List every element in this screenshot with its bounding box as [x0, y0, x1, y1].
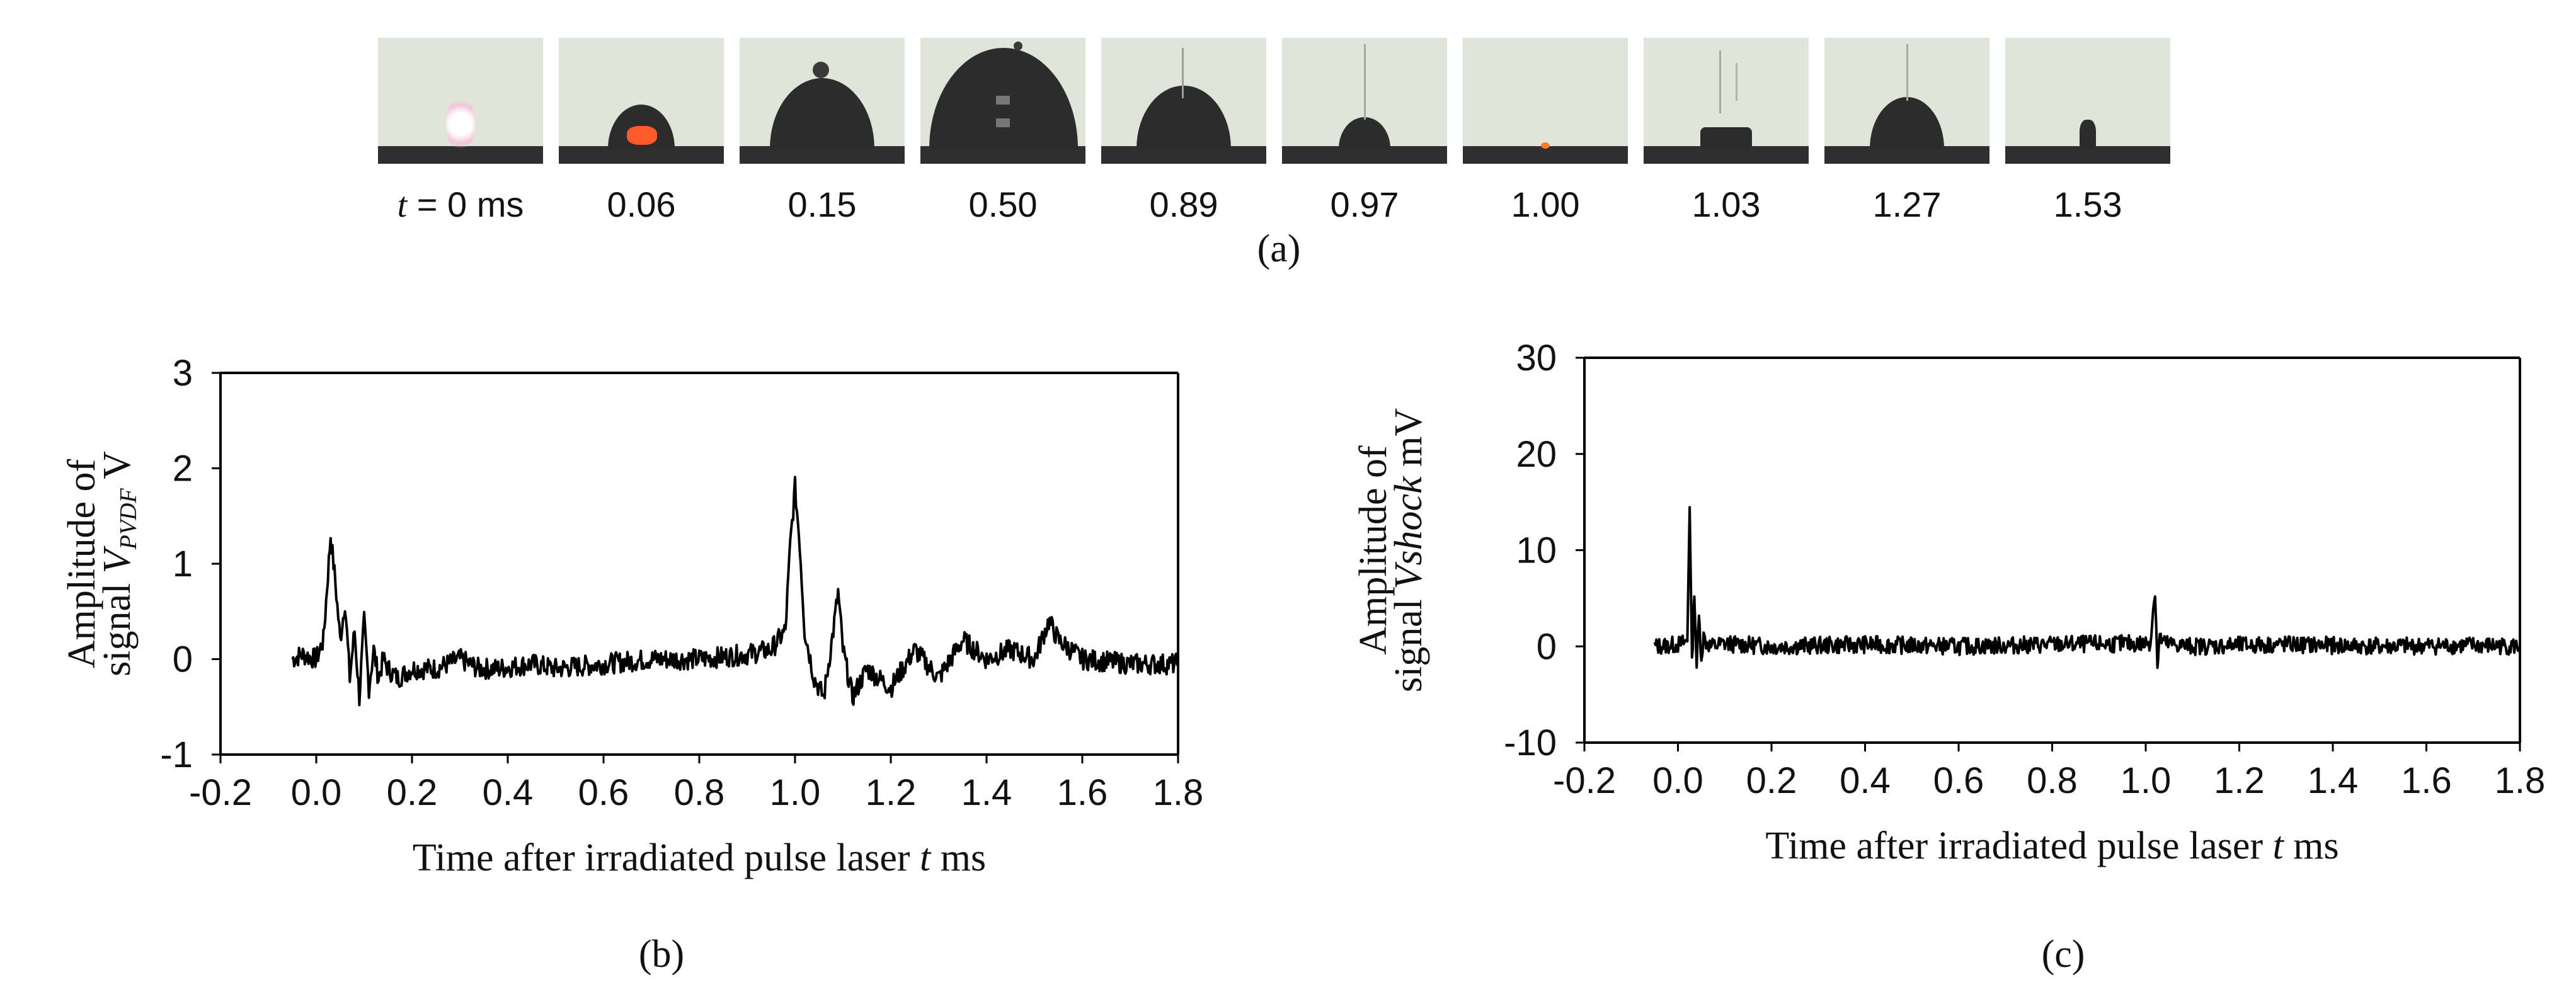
frame-label-8: 1.27: [1872, 185, 1942, 224]
frame-9: [2005, 38, 2170, 164]
y-label-line2: signal VPVDF V: [96, 451, 142, 676]
frame-label-0: t = 0 ms: [378, 184, 543, 225]
x-tick-label: 0.6: [1933, 760, 1984, 801]
x-label-text: Time after irradiated pulse laser: [1765, 824, 2272, 867]
x-tick-label: 0.0: [1652, 760, 1703, 801]
x-label-unit: ms: [930, 836, 986, 879]
x-label-text: Time after irradiated pulse laser: [413, 836, 920, 879]
x-tick-label: -0.2: [189, 772, 252, 813]
frame-label-3: 0.50: [968, 185, 1038, 224]
y-label-unit: mV: [1387, 408, 1430, 477]
frame-3: [920, 38, 1085, 164]
y-tick-label: 0: [1537, 626, 1557, 667]
x-tick-label: 0.8: [2027, 760, 2078, 801]
x-tick-label: 1.6: [2401, 760, 2452, 801]
y-tick-label: -1: [160, 734, 193, 775]
y-tick-label: 20: [1516, 434, 1557, 475]
y-tick-label: 0: [173, 639, 193, 680]
x-tick-label: 0.4: [483, 772, 534, 813]
x-tick-label: 1.8: [2495, 760, 2546, 801]
y-label-prefix: signal: [96, 573, 139, 676]
x-tick-label: 0.4: [1840, 760, 1891, 801]
x-tick-label: 1.8: [1153, 772, 1204, 813]
y-label-line2: signal Vshock mV: [1387, 408, 1430, 692]
x-tick-label: 0.6: [578, 772, 629, 813]
x-tick-label: 0.0: [291, 772, 342, 813]
frame-8: [1824, 38, 1989, 164]
y-tick-label: -10: [1504, 722, 1557, 763]
frame-label-2: 0.15: [787, 185, 857, 224]
caption-b: (b): [638, 933, 685, 976]
frame-label-0-var: t: [397, 186, 408, 225]
frame-1: [559, 38, 724, 164]
x-label-var: t: [2273, 824, 2285, 867]
y-label-sub: PVDF: [115, 488, 142, 550]
x-tick-label: 0.8: [674, 772, 725, 813]
photo-strip: t = 0 ms 0.06 0.15 0.50 0.89 0.97 1.00 1…: [378, 38, 2199, 277]
y-label-prefix: signal: [1387, 589, 1430, 692]
frame-4: [1101, 38, 1266, 164]
frame-label-4: 0.89: [1149, 185, 1218, 224]
y-tick-label: 1: [173, 544, 193, 585]
x-axis-label: Time after irradiated pulse laser t ms: [413, 836, 986, 879]
x-tick-label: 1.4: [2308, 760, 2359, 801]
y-label-unit: V: [96, 451, 139, 488]
y-tick-label: 30: [1516, 338, 1557, 379]
x-tick-label: 1.4: [961, 772, 1012, 813]
series-line-Vshock: [1653, 506, 2521, 670]
y-tick-label: 2: [173, 448, 193, 489]
caption-a: (a): [1257, 227, 1301, 270]
x-tick-label: 1.2: [866, 772, 917, 813]
x-tick-label: 0.2: [387, 772, 438, 813]
frame-label-7: 1.03: [1692, 185, 1761, 224]
x-tick-label: -0.2: [1553, 760, 1616, 801]
x-axis-label: Time after irradiated pulse laser t ms: [1765, 824, 2338, 867]
y-label-line1: Amplitude of: [1352, 445, 1395, 655]
x-tick-label: 1.6: [1057, 772, 1108, 813]
x-label-var: t: [920, 836, 932, 879]
x-label-unit: ms: [2284, 824, 2339, 867]
frame-label-1: 0.06: [607, 185, 676, 224]
x-tick-label: 1.0: [770, 772, 821, 813]
frame-6: [1463, 38, 1628, 164]
caption-c: (c): [2041, 933, 2085, 976]
x-tick-label: 1.0: [2121, 760, 2172, 801]
series-line-V_PVDF: [291, 476, 1179, 707]
y-tick-label: 10: [1516, 530, 1557, 571]
y-label-line1: Amplitude of: [60, 459, 103, 668]
frame-2: [740, 38, 905, 164]
x-tick-label: 1.2: [2214, 760, 2265, 801]
x-tick-label: 0.2: [1746, 760, 1797, 801]
frame-7: [1644, 38, 1809, 164]
frame-label-6: 1.00: [1511, 185, 1580, 224]
frame-label-5: 0.97: [1330, 185, 1399, 224]
y-tick-label: 3: [173, 353, 193, 394]
y-label-var: V: [96, 545, 139, 573]
frame-5: [1282, 38, 1447, 164]
frame-0: [378, 38, 543, 164]
chart-c: -0.2 0.0 0.2 0.4 0.6 0.8 1.0 1.2 1.4 1.6 1.8 -10 0 10…: [1352, 338, 2546, 867]
y-label-var: Vshock: [1387, 476, 1430, 590]
chart-b: -0.2 0.0 0.2 0.4 0.6 0.8 1.0 1.2 1.4 1.6 1.8 -1 0 1 2 3…: [60, 353, 1204, 879]
frame-label-9: 1.53: [2053, 185, 2122, 224]
frame-label-0-rest: = 0 ms: [407, 185, 524, 224]
